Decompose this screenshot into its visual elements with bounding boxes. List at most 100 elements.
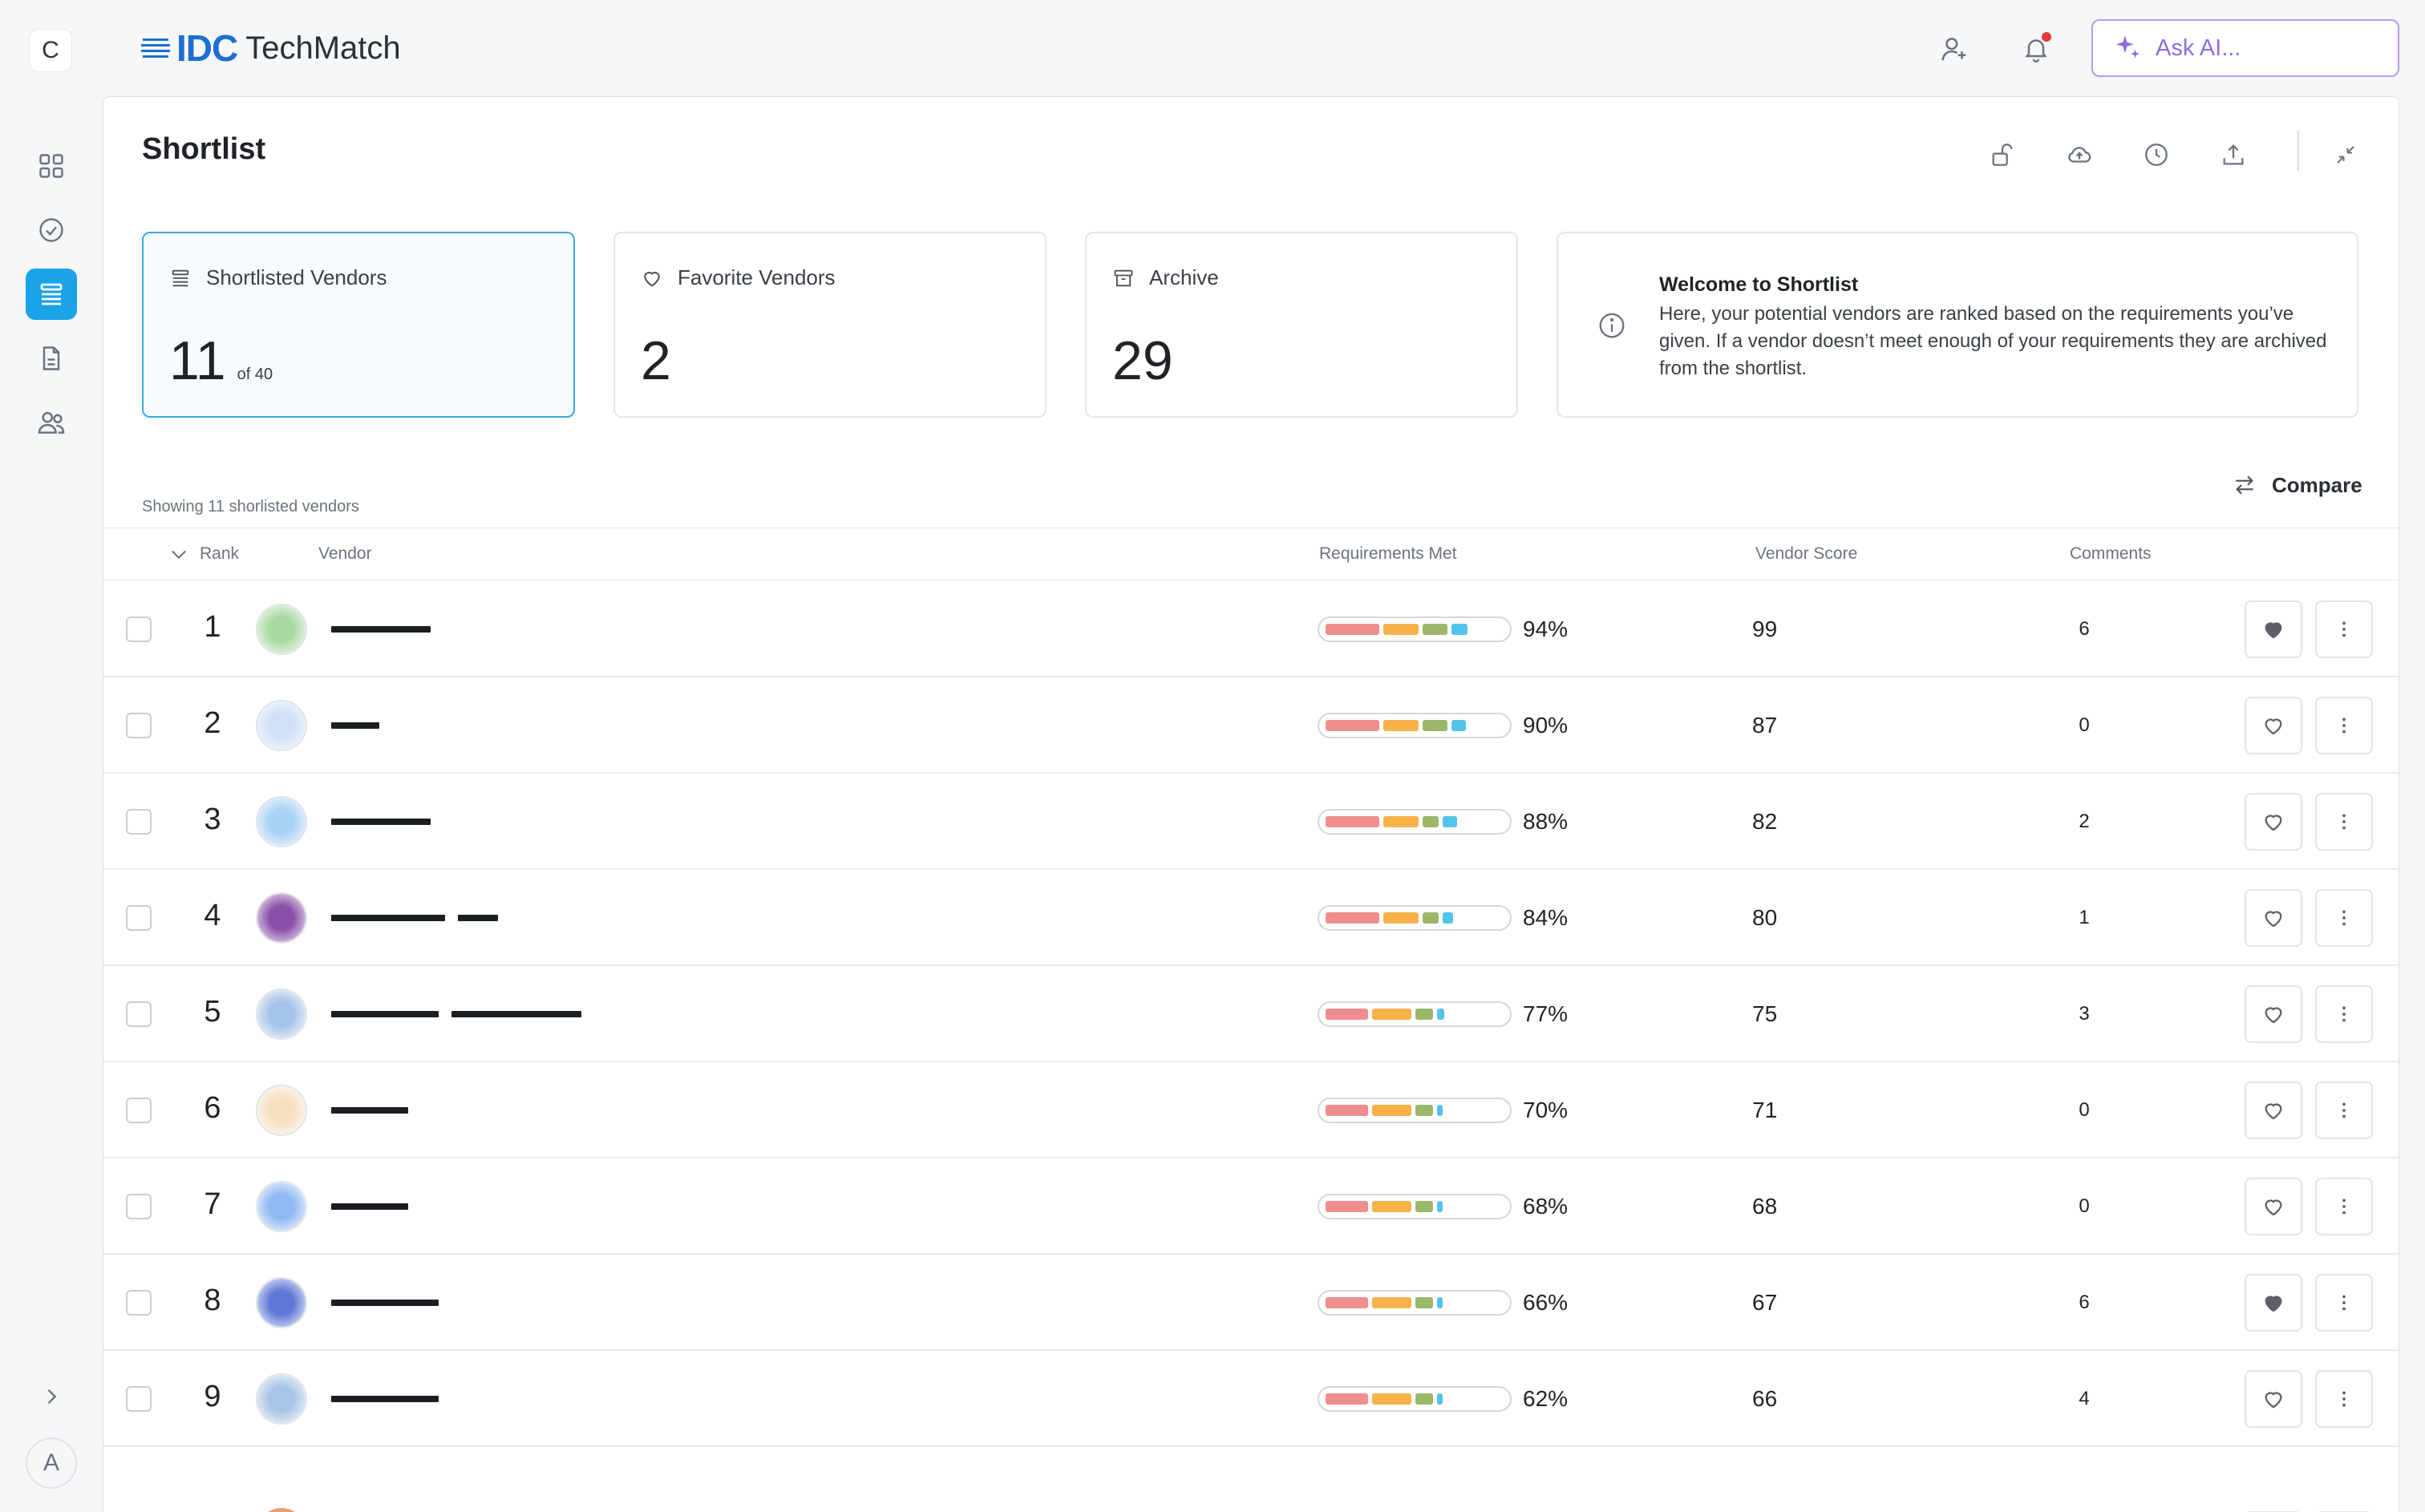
favorite-button[interactable] [2245, 1370, 2302, 1428]
more-options-button[interactable] [2315, 1178, 2373, 1235]
requirements-bar [1318, 1194, 1512, 1219]
row-checkbox[interactable] [126, 809, 152, 835]
requirements-bar [1318, 905, 1512, 931]
invite-user-button[interactable] [1933, 27, 1976, 71]
compare-button[interactable]: Compare [2232, 472, 2362, 498]
vendor-name[interactable] [331, 1300, 439, 1306]
unlock-button[interactable] [1978, 131, 2026, 179]
table-row[interactable]: 1 94% 99 6 [103, 581, 2399, 677]
favorite-button[interactable] [2245, 1178, 2302, 1235]
workspace-badge[interactable]: C [29, 29, 72, 72]
sidebar-item-team[interactable] [26, 397, 77, 448]
vendor-name[interactable] [331, 1203, 408, 1210]
comments-count[interactable]: 4 [2079, 1388, 2090, 1409]
comments-count[interactable]: 0 [2079, 1195, 2090, 1217]
requirements-percent: 77% [1523, 1001, 1569, 1026]
vendor-name[interactable] [331, 915, 498, 921]
collapse-button[interactable] [2322, 131, 2370, 179]
card-archive[interactable]: Archive 29 [1085, 232, 1518, 418]
column-header-rank[interactable]: Rank [200, 544, 240, 563]
vendor-name-redacted [331, 1011, 439, 1017]
sidebar-item-documents[interactable] [26, 333, 77, 384]
table-row[interactable]: 3 88% 82 2 [103, 774, 2399, 870]
column-header-score[interactable]: Vendor Score [1755, 544, 1858, 563]
export-button[interactable] [2209, 131, 2257, 179]
vendor-name-redacted [458, 915, 498, 921]
row-checkbox[interactable] [126, 713, 152, 738]
card-favorite-vendors[interactable]: Favorite Vendors 2 [613, 232, 1047, 418]
vendor-logo-fill [257, 1086, 306, 1134]
vendor-name[interactable] [331, 1011, 581, 1017]
row-checkbox[interactable] [126, 1386, 152, 1412]
vendor-name[interactable] [331, 626, 431, 633]
more-options-button[interactable] [2315, 985, 2373, 1043]
vendor-name-redacted [331, 1107, 408, 1114]
favorite-button[interactable] [2245, 793, 2302, 851]
history-button[interactable] [2132, 131, 2180, 179]
expand-sidebar-button[interactable] [37, 1382, 66, 1411]
brand-logo[interactable]: IDC TechMatch [141, 24, 401, 72]
row-checkbox[interactable] [126, 1098, 152, 1123]
vendor-score: 67 [1752, 1290, 1778, 1315]
sidebar-item-tasks[interactable] [26, 204, 77, 256]
comments-count[interactable]: 6 [2079, 1292, 2090, 1313]
column-header-comments[interactable]: Comments [2070, 544, 2152, 563]
requirement-segment [1383, 912, 1419, 924]
favorite-button[interactable] [2245, 889, 2302, 947]
more-options-button[interactable] [2315, 1370, 2373, 1428]
comments-count[interactable]: 0 [2079, 714, 2090, 736]
chevron-down-icon[interactable] [168, 543, 190, 565]
table-row[interactable]: 4 84% 80 1 [103, 870, 2399, 966]
table-row[interactable]: 2 90% 87 0 [103, 677, 2399, 774]
vendor-name[interactable] [331, 722, 379, 729]
favorite-button[interactable] [2245, 1274, 2302, 1332]
heart-icon [644, 271, 660, 286]
favorite-button[interactable] [2245, 697, 2302, 754]
ask-ai-input[interactable]: Ask AI... [2091, 19, 2399, 77]
requirements-bar [1318, 809, 1512, 835]
notifications-button[interactable] [2014, 27, 2058, 71]
row-checkbox[interactable] [126, 1001, 152, 1027]
row-checkbox[interactable] [126, 905, 152, 931]
vendor-name[interactable] [331, 1107, 408, 1114]
row-checkbox[interactable] [126, 617, 152, 642]
favorite-button[interactable] [2245, 600, 2302, 658]
table-row[interactable]: 5 77% 75 3 [103, 966, 2399, 1062]
column-header-requirements[interactable]: Requirements Met [1319, 544, 1457, 563]
brand-name: TechMatch [245, 30, 401, 66]
comments-count[interactable]: 2 [2079, 811, 2090, 832]
vendor-name[interactable] [331, 819, 431, 825]
requirements-percent: 90% [1523, 713, 1569, 738]
table-row-partial [103, 1502, 2399, 1512]
more-options-button[interactable] [2315, 697, 2373, 754]
favorite-button[interactable] [2245, 1081, 2302, 1139]
comments-count[interactable]: 6 [2079, 618, 2090, 640]
requirement-segment [1415, 1105, 1433, 1116]
sidebar-item-dashboard[interactable] [26, 140, 77, 192]
favorite-button[interactable] [2245, 985, 2302, 1043]
column-header-vendor[interactable]: Vendor [318, 544, 372, 563]
comments-count[interactable]: 3 [2079, 1003, 2090, 1025]
comments-count[interactable]: 0 [2079, 1099, 2090, 1121]
more-options-button[interactable] [2315, 1274, 2373, 1332]
welcome-text: Here, your potential vendors are ranked … [1659, 303, 2327, 379]
avatar[interactable]: A [26, 1437, 77, 1489]
row-checkbox[interactable] [126, 1194, 152, 1219]
vendor-logo [257, 1508, 306, 1512]
row-checkbox[interactable] [126, 1290, 152, 1316]
vendor-rank: 5 [204, 995, 221, 1029]
more-options-button[interactable] [2315, 793, 2373, 851]
sidebar-item-shortlist[interactable] [26, 269, 77, 320]
table-row[interactable]: 6 70% 71 0 [103, 1062, 2399, 1158]
table-row[interactable]: 9 62% 66 4 [103, 1351, 2399, 1447]
comments-count[interactable]: 1 [2079, 907, 2090, 928]
more-options-button[interactable] [2315, 600, 2373, 658]
table-row[interactable]: 7 68% 68 0 [103, 1158, 2399, 1255]
vendor-rank: 7 [204, 1187, 221, 1221]
more-options-button[interactable] [2315, 889, 2373, 947]
vendor-name[interactable] [331, 1396, 439, 1402]
table-row[interactable]: 8 66% 67 6 [103, 1255, 2399, 1351]
cloud-upload-button[interactable] [2055, 131, 2103, 179]
more-options-button[interactable] [2315, 1081, 2373, 1139]
card-shortlisted-vendors[interactable]: Shortlisted Vendors 11 of 40 [142, 232, 575, 418]
